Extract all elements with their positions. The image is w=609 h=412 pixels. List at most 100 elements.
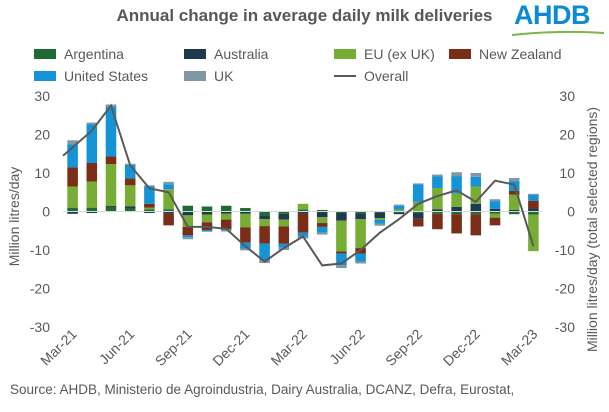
bar-segment xyxy=(489,208,501,212)
bar-segment xyxy=(355,213,366,220)
y-tick-label-right: 10 xyxy=(559,165,575,181)
bar-segment xyxy=(163,189,174,210)
bar-segment xyxy=(451,193,462,207)
bar-segment xyxy=(508,209,520,212)
bar-segment xyxy=(201,211,213,215)
bar-segment xyxy=(278,219,290,227)
bar-segment xyxy=(489,211,501,214)
y-tick-label-right: -20 xyxy=(555,281,575,297)
logo-wordmark: AHDB xyxy=(514,0,591,30)
x-tick-label: Jun-22 xyxy=(326,326,368,368)
bar-segment xyxy=(355,253,366,262)
bar-segment xyxy=(528,211,539,215)
bar-segment xyxy=(201,229,213,232)
bar-segment xyxy=(355,219,366,249)
bar-segment xyxy=(124,206,136,209)
legend-item: Australia xyxy=(184,46,268,62)
ahdb-logo: AHDB xyxy=(508,0,609,38)
bar-segment xyxy=(489,201,501,209)
legend-swatch xyxy=(334,75,356,77)
y-tick-label-right: -30 xyxy=(555,319,575,335)
y-axis-title-right: Million litres/day (total selected regio… xyxy=(584,107,600,352)
bar-segment xyxy=(67,140,78,145)
bar-segment xyxy=(86,124,98,163)
bar-segment xyxy=(67,211,78,214)
y-tick-label-left: -20 xyxy=(30,281,50,297)
bar-segment xyxy=(240,211,251,214)
bar-segment xyxy=(316,211,328,218)
y-tick-label-right: 20 xyxy=(559,127,575,143)
bar-segment xyxy=(432,209,443,212)
bar-segment xyxy=(144,186,155,204)
bar-segment xyxy=(432,188,443,210)
bar-segment xyxy=(220,213,232,220)
bar-segment xyxy=(470,203,482,212)
y-tick-label-right: 0 xyxy=(567,204,575,220)
bar-segment xyxy=(336,213,347,221)
legend-swatch xyxy=(449,49,471,59)
bar-segment xyxy=(412,218,424,227)
bar-segment xyxy=(163,181,174,185)
bar-segment xyxy=(144,209,155,212)
y-tick-label-left: 0 xyxy=(42,204,50,220)
bar-segment xyxy=(259,215,270,220)
bar-segment xyxy=(259,219,270,227)
bar-segment xyxy=(528,193,539,195)
bar-segment xyxy=(297,232,309,237)
bar-segment xyxy=(67,144,78,168)
overall-line xyxy=(62,103,535,267)
bar-segment xyxy=(393,204,405,206)
y-tick-label-left: 10 xyxy=(34,165,50,181)
bar-segment xyxy=(451,176,462,194)
legend-label: United States xyxy=(64,68,149,84)
bar-segment xyxy=(259,226,270,244)
bar-segment xyxy=(240,208,251,212)
bar-segment xyxy=(355,261,366,264)
bar-segment xyxy=(278,211,290,214)
bar-segment xyxy=(105,164,117,206)
bar-segment xyxy=(489,217,501,226)
bar-segment xyxy=(86,162,98,182)
bar-segment xyxy=(259,243,270,261)
bar-segment xyxy=(374,218,386,220)
bar-segment xyxy=(201,231,213,232)
bar-segment xyxy=(182,205,194,212)
bar-segment xyxy=(67,207,78,212)
bar-segment xyxy=(144,211,155,214)
bar-segment xyxy=(508,190,520,195)
bar-segment xyxy=(470,176,482,187)
bar-segment xyxy=(86,181,98,208)
bar-segment xyxy=(297,203,309,210)
bar-segment xyxy=(124,164,136,179)
bar-segment xyxy=(432,174,443,177)
y-tick-label-left: -30 xyxy=(30,319,50,335)
bar-segment xyxy=(412,213,424,219)
bar-segment xyxy=(240,248,251,251)
legend-item: EU (ex UK) xyxy=(334,46,435,62)
bar-segment xyxy=(374,223,386,226)
bar-segment xyxy=(201,206,213,212)
bar-segment xyxy=(163,213,174,226)
bar-segment xyxy=(393,212,405,215)
bar-segment xyxy=(528,214,539,252)
bar-segment xyxy=(144,203,155,208)
bar-segment xyxy=(508,178,520,182)
bar-segment xyxy=(220,205,232,212)
bar-segment xyxy=(182,215,194,227)
x-tick-label: Sep-21 xyxy=(152,326,195,369)
bar-segment xyxy=(470,173,482,177)
bar-segment xyxy=(451,172,462,177)
legend-swatch xyxy=(34,49,56,59)
bar-segment xyxy=(220,219,232,230)
bar-segment xyxy=(297,211,309,214)
y-tick-label-right: -10 xyxy=(555,242,575,258)
legend-label: New Zealand xyxy=(479,46,562,62)
bar-segment xyxy=(86,122,98,125)
x-tick-label: Mar-22 xyxy=(267,326,310,369)
bar-segment xyxy=(163,209,174,212)
bar-segment xyxy=(336,265,347,269)
bar-segment xyxy=(374,212,386,219)
bar-segment xyxy=(182,235,194,238)
bar-segment xyxy=(355,211,366,214)
bar-segment xyxy=(316,226,328,233)
